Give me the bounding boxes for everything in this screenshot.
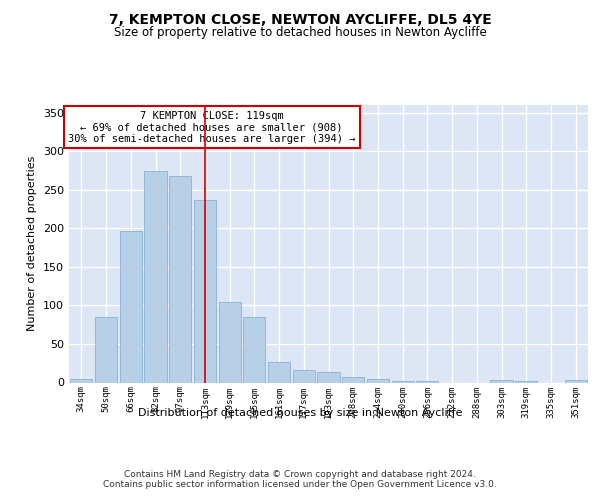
Bar [367, 380, 389, 382]
Bar [515, 381, 538, 382]
Bar [293, 370, 315, 382]
Bar [243, 317, 265, 382]
Bar [565, 380, 587, 382]
Text: Contains HM Land Registry data © Crown copyright and database right 2024.
Contai: Contains HM Land Registry data © Crown c… [103, 470, 497, 490]
Text: Distribution of detached houses by size in Newton Aycliffe: Distribution of detached houses by size … [138, 408, 462, 418]
Bar [268, 362, 290, 382]
Text: 7, KEMPTON CLOSE, NEWTON AYCLIFFE, DL5 4YE: 7, KEMPTON CLOSE, NEWTON AYCLIFFE, DL5 4… [109, 12, 491, 26]
Bar [218, 302, 241, 382]
Text: 7 KEMPTON CLOSE: 119sqm
← 69% of detached houses are smaller (908)
30% of semi-d: 7 KEMPTON CLOSE: 119sqm ← 69% of detache… [68, 110, 355, 144]
Y-axis label: Number of detached properties: Number of detached properties [28, 156, 37, 332]
Bar [392, 381, 414, 382]
Bar [342, 377, 364, 382]
Bar [194, 200, 216, 382]
Bar [145, 170, 167, 382]
Bar [416, 381, 439, 382]
Text: Size of property relative to detached houses in Newton Aycliffe: Size of property relative to detached ho… [113, 26, 487, 39]
Bar [490, 380, 512, 382]
Bar [70, 378, 92, 382]
Bar [119, 232, 142, 382]
Bar [95, 317, 117, 382]
Bar [317, 372, 340, 382]
Bar [169, 176, 191, 382]
